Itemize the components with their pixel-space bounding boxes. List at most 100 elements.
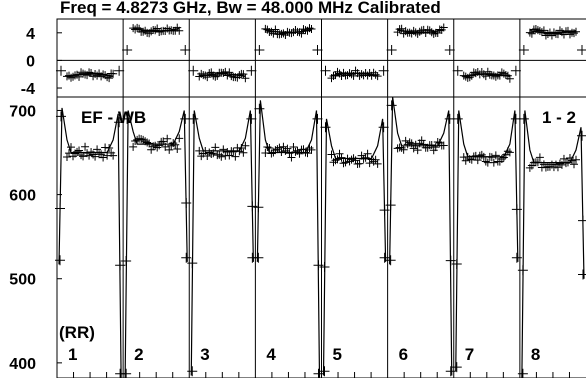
- phase-point: [87, 69, 96, 78]
- amplitude-point: [85, 151, 94, 160]
- amplitude-point: [261, 149, 270, 158]
- amplitude-point: [518, 113, 529, 124]
- amplitude-point: [153, 143, 162, 152]
- amplitude-point: [237, 144, 246, 153]
- amplitude-point: [561, 159, 570, 168]
- amplitude-point: [491, 151, 500, 160]
- amplitude-point: [273, 145, 282, 154]
- bottom-ytick-label: 700: [9, 103, 36, 120]
- amplitude-point: [320, 122, 331, 133]
- amplitude-point: [115, 260, 126, 271]
- amplitude-point: [73, 147, 82, 156]
- amplitude-point: [503, 147, 512, 156]
- amplitude-point: [155, 141, 164, 150]
- phase-point: [225, 68, 234, 77]
- amplitude-point: [163, 134, 172, 143]
- amplitude-point: [225, 151, 234, 160]
- amplitude-point: [385, 255, 396, 266]
- amplitude-point: [165, 145, 174, 154]
- amplitude-point: [378, 122, 389, 133]
- phase-point: [261, 24, 270, 33]
- phase-point: [347, 70, 356, 79]
- amplitude-point: [55, 255, 65, 266]
- amplitude-point: [445, 366, 456, 377]
- amplitude-point: [109, 151, 118, 160]
- amplitude-point: [345, 157, 354, 166]
- amplitude-point: [469, 152, 478, 161]
- phase-point: [109, 69, 118, 78]
- amplitude-point: [413, 146, 422, 155]
- phase-line: [199, 73, 246, 78]
- amplitude-point: [347, 155, 356, 164]
- amplitude-point: [505, 148, 514, 157]
- panel-label: 8: [531, 345, 540, 364]
- amplitude-point: [67, 143, 76, 152]
- amplitude-point: [393, 144, 402, 153]
- amplitude-point: [539, 160, 548, 169]
- amplitude-point: [263, 143, 272, 152]
- amplitude-point: [139, 135, 148, 144]
- amplitude-point: [379, 252, 390, 263]
- amplitude-point: [553, 163, 562, 172]
- amplitude-point: [55, 203, 65, 214]
- amplitude-point: [241, 141, 250, 150]
- amplitude-point: [559, 154, 568, 163]
- amplitude-point: [307, 145, 316, 154]
- amplitude-point: [403, 140, 412, 149]
- amplitude-point: [489, 158, 498, 167]
- amplitude-point: [386, 100, 397, 111]
- amplitude-point: [401, 136, 410, 145]
- amplitude-point: [188, 113, 199, 124]
- amplitude-point: [147, 145, 156, 154]
- amplitude-point: [497, 155, 506, 164]
- amplitude-point: [303, 149, 312, 158]
- amplitude-point: [357, 151, 366, 160]
- amplitude-point: [275, 143, 284, 152]
- amplitude-point: [335, 149, 344, 158]
- amplitude-point: [312, 113, 323, 124]
- amplitude-point: [371, 155, 380, 164]
- phase-point: [175, 26, 184, 35]
- amplitude-point: [327, 150, 336, 159]
- amplitude-point: [121, 368, 132, 378]
- amplitude-point: [131, 136, 140, 145]
- amplitude-point: [71, 149, 80, 158]
- phase-point: [499, 69, 508, 78]
- amplitude-point: [56, 111, 66, 122]
- amplitude-point: [385, 200, 396, 211]
- amplitude-point: [246, 113, 257, 124]
- amplitude-point: [175, 134, 184, 143]
- amplitude-point: [211, 143, 220, 152]
- amplitude-point: [419, 140, 428, 149]
- chart-title: Freq = 4.8273 GHz, Bw = 48.000 MHz Calib…: [60, 0, 441, 17]
- panel-label: 4: [266, 345, 276, 364]
- amplitude-point: [475, 151, 484, 160]
- amplitude-point: [578, 269, 586, 280]
- phase-point: [343, 71, 352, 80]
- phase-outlier: [188, 65, 199, 76]
- amplitude-point: [572, 155, 580, 164]
- phase-point: [97, 72, 106, 81]
- amplitude-point: [81, 142, 90, 151]
- amplitude-point: [227, 147, 236, 156]
- amplitude-point: [517, 368, 528, 378]
- amplitude-point: [105, 144, 114, 153]
- phase-outlier: [386, 45, 397, 56]
- phase-point: [85, 68, 94, 77]
- amplitude-point: [79, 152, 88, 161]
- amplitude-point: [99, 153, 108, 162]
- polarization-annotation: 1 - 2: [542, 108, 576, 127]
- amplitude-point: [451, 362, 462, 373]
- phase-outlier: [452, 65, 463, 76]
- phase-line: [397, 29, 444, 34]
- amplitude-point: [254, 103, 265, 114]
- amplitude-point: [289, 142, 298, 151]
- amplitude-point: [253, 202, 264, 213]
- phase-line: [463, 73, 510, 78]
- amplitude-point: [187, 366, 198, 377]
- amplitude-point: [265, 143, 274, 152]
- amplitude-point: [363, 149, 372, 158]
- amplitude-point: [452, 113, 463, 124]
- phase-outlier: [56, 65, 66, 76]
- amplitude-point: [407, 139, 416, 148]
